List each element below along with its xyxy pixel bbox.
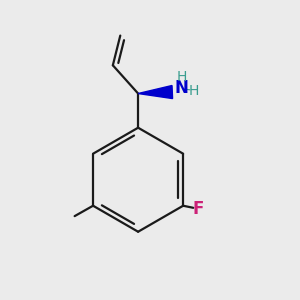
- Text: H: H: [177, 70, 187, 84]
- Text: H: H: [189, 84, 200, 98]
- Text: F: F: [193, 200, 204, 218]
- Polygon shape: [138, 85, 172, 99]
- Text: N: N: [175, 80, 189, 98]
